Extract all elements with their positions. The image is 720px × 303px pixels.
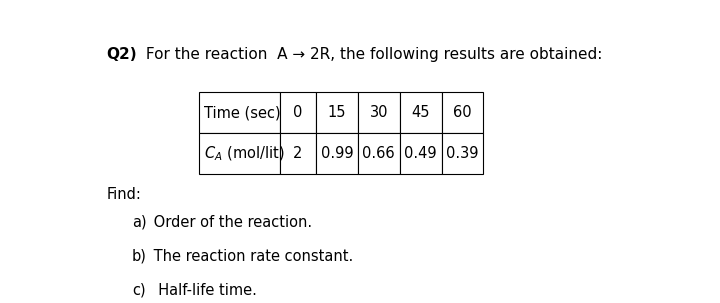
Text: c): c) <box>132 282 145 298</box>
Text: 0: 0 <box>293 105 302 120</box>
Text: 0.99: 0.99 <box>320 146 354 161</box>
Text: Half-life time.: Half-life time. <box>148 282 256 298</box>
Bar <box>316 92 358 133</box>
Text: 15: 15 <box>328 105 346 120</box>
Text: b): b) <box>132 249 147 264</box>
Bar <box>199 133 279 174</box>
Text: 0.49: 0.49 <box>405 146 437 161</box>
Text: a): a) <box>132 215 146 230</box>
Bar <box>279 133 316 174</box>
Bar <box>400 92 441 133</box>
Bar <box>279 92 316 133</box>
Text: 45: 45 <box>411 105 430 120</box>
Text: 0.66: 0.66 <box>362 146 395 161</box>
Bar <box>358 133 400 174</box>
Text: The reaction rate constant.: The reaction rate constant. <box>148 249 353 264</box>
Text: 60: 60 <box>453 105 472 120</box>
Text: For the reaction  A → 2R, the following results are obtained:: For the reaction A → 2R, the following r… <box>141 47 603 62</box>
Bar <box>358 92 400 133</box>
Bar <box>441 92 483 133</box>
Bar <box>441 133 483 174</box>
Text: 2: 2 <box>293 146 302 161</box>
Text: Time (sec): Time (sec) <box>204 105 281 120</box>
Text: Q2): Q2) <box>107 47 138 62</box>
Bar <box>316 133 358 174</box>
Bar <box>199 92 279 133</box>
Text: Order of the reaction.: Order of the reaction. <box>148 215 312 230</box>
Bar <box>400 133 441 174</box>
Text: 0.39: 0.39 <box>446 146 479 161</box>
Text: Find:: Find: <box>107 187 142 202</box>
Text: $C_A$ (mol/lit): $C_A$ (mol/lit) <box>204 145 285 163</box>
Text: 30: 30 <box>369 105 388 120</box>
